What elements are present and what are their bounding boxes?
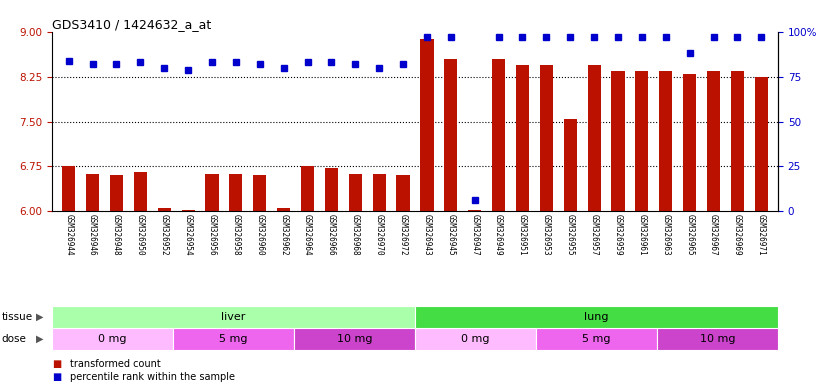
Bar bbox=[444, 59, 458, 211]
Bar bbox=[659, 71, 672, 211]
Bar bbox=[415, 328, 536, 350]
Text: GSM326972: GSM326972 bbox=[399, 214, 407, 255]
Bar bbox=[230, 174, 243, 211]
Bar bbox=[349, 174, 362, 211]
Text: GSM326955: GSM326955 bbox=[566, 214, 575, 255]
Text: GSM326971: GSM326971 bbox=[757, 214, 766, 255]
Text: GSM326949: GSM326949 bbox=[494, 214, 503, 255]
Bar bbox=[301, 166, 314, 211]
Bar bbox=[182, 210, 195, 211]
Bar bbox=[62, 166, 75, 211]
Text: GSM326957: GSM326957 bbox=[590, 214, 599, 255]
Text: GSM326961: GSM326961 bbox=[638, 214, 647, 255]
Text: GSM326969: GSM326969 bbox=[733, 214, 742, 255]
Bar bbox=[134, 172, 147, 211]
Text: ■: ■ bbox=[52, 359, 61, 369]
Bar bbox=[52, 306, 415, 328]
Bar bbox=[635, 71, 648, 211]
Text: 10 mg: 10 mg bbox=[337, 334, 373, 344]
Bar bbox=[657, 328, 778, 350]
Text: GSM326954: GSM326954 bbox=[183, 214, 192, 255]
Bar bbox=[206, 174, 219, 211]
Text: GSM326963: GSM326963 bbox=[662, 214, 670, 255]
Bar bbox=[755, 77, 768, 211]
Bar bbox=[536, 328, 657, 350]
Bar bbox=[516, 65, 529, 211]
Bar bbox=[52, 328, 173, 350]
Text: 0 mg: 0 mg bbox=[461, 334, 490, 344]
Bar bbox=[492, 59, 506, 211]
Text: GSM326962: GSM326962 bbox=[279, 214, 288, 255]
Text: ▶: ▶ bbox=[36, 334, 43, 344]
Text: GSM326951: GSM326951 bbox=[518, 214, 527, 255]
Text: GDS3410 / 1424632_a_at: GDS3410 / 1424632_a_at bbox=[52, 18, 211, 31]
Text: GSM326956: GSM326956 bbox=[207, 214, 216, 255]
Bar bbox=[254, 175, 266, 211]
Bar bbox=[325, 168, 338, 211]
Bar bbox=[158, 208, 171, 211]
Text: GSM326952: GSM326952 bbox=[159, 214, 169, 255]
Text: GSM326967: GSM326967 bbox=[709, 214, 718, 255]
Bar bbox=[563, 119, 577, 211]
Bar bbox=[415, 306, 778, 328]
Bar bbox=[396, 175, 410, 211]
Text: tissue: tissue bbox=[2, 312, 33, 322]
Text: ■: ■ bbox=[52, 372, 61, 382]
Bar bbox=[587, 65, 601, 211]
Bar bbox=[277, 208, 290, 211]
Text: liver: liver bbox=[221, 312, 245, 322]
Bar bbox=[110, 175, 123, 211]
Text: GSM326966: GSM326966 bbox=[327, 214, 336, 255]
Text: GSM326970: GSM326970 bbox=[375, 214, 384, 255]
Bar bbox=[539, 65, 553, 211]
Bar bbox=[611, 71, 624, 211]
Text: transformed count: transformed count bbox=[70, 359, 161, 369]
Text: GSM326958: GSM326958 bbox=[231, 214, 240, 255]
Bar bbox=[707, 71, 720, 211]
Bar bbox=[468, 210, 482, 211]
Bar bbox=[683, 74, 696, 211]
Bar bbox=[373, 174, 386, 211]
Text: GSM326950: GSM326950 bbox=[135, 214, 145, 255]
Text: 10 mg: 10 mg bbox=[700, 334, 735, 344]
Text: GSM326946: GSM326946 bbox=[88, 214, 97, 255]
Text: 5 mg: 5 mg bbox=[219, 334, 248, 344]
Text: GSM326964: GSM326964 bbox=[303, 214, 312, 255]
Text: 5 mg: 5 mg bbox=[582, 334, 610, 344]
Bar bbox=[173, 328, 294, 350]
Bar bbox=[294, 328, 415, 350]
Text: lung: lung bbox=[584, 312, 609, 322]
Text: ▶: ▶ bbox=[36, 312, 43, 322]
Text: GSM326944: GSM326944 bbox=[64, 214, 74, 255]
Text: GSM326948: GSM326948 bbox=[112, 214, 121, 255]
Text: GSM326947: GSM326947 bbox=[470, 214, 479, 255]
Text: GSM326945: GSM326945 bbox=[446, 214, 455, 255]
Text: percentile rank within the sample: percentile rank within the sample bbox=[70, 372, 235, 382]
Text: GSM326968: GSM326968 bbox=[351, 214, 360, 255]
Bar bbox=[731, 71, 744, 211]
Bar bbox=[420, 39, 434, 211]
Text: GSM326959: GSM326959 bbox=[614, 214, 623, 255]
Text: GSM326960: GSM326960 bbox=[255, 214, 264, 255]
Text: GSM326965: GSM326965 bbox=[685, 214, 694, 255]
Text: GSM326953: GSM326953 bbox=[542, 214, 551, 255]
Text: GSM326943: GSM326943 bbox=[422, 214, 431, 255]
Bar bbox=[86, 174, 99, 211]
Text: dose: dose bbox=[2, 334, 26, 344]
Text: 0 mg: 0 mg bbox=[98, 334, 126, 344]
